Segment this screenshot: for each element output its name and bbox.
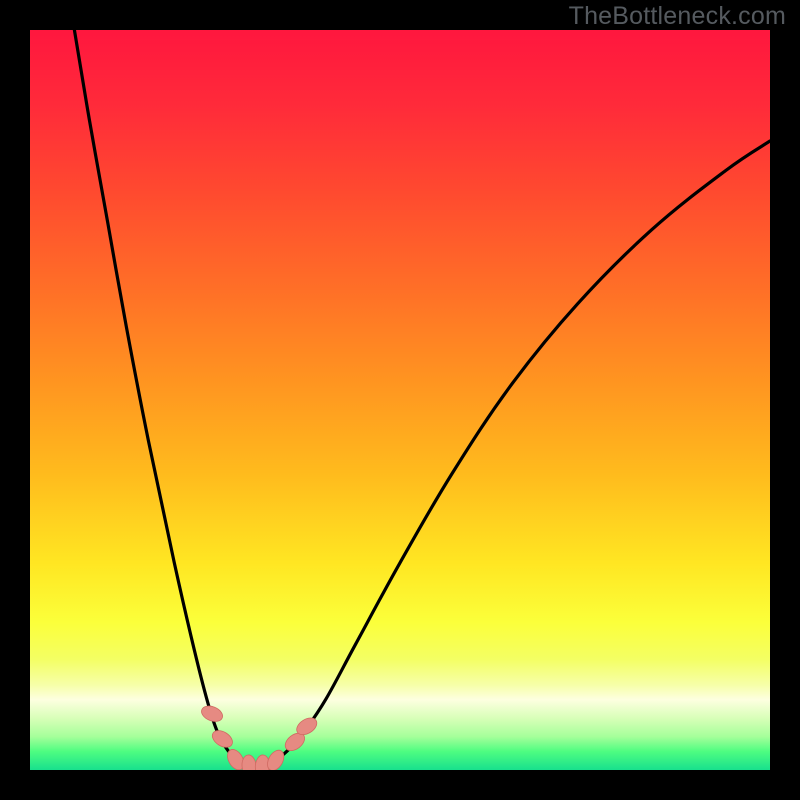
figure-outer: TheBottleneck.com — [0, 0, 800, 800]
chart-svg — [30, 30, 770, 770]
watermark-text: TheBottleneck.com — [569, 2, 786, 31]
plot-area — [30, 30, 770, 770]
